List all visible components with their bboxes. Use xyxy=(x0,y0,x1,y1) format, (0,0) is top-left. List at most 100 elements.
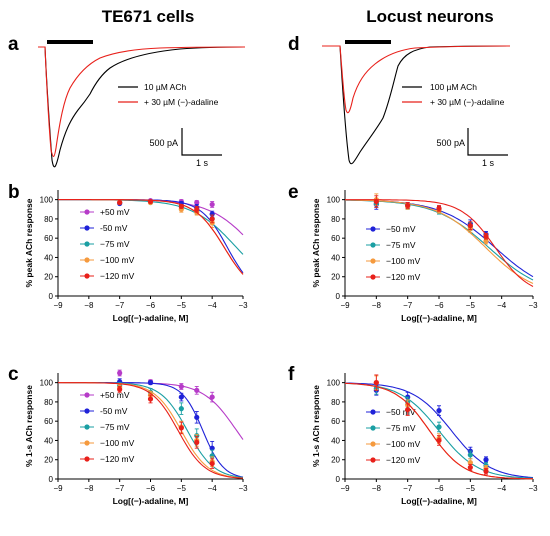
y-tick-label-c: 40 xyxy=(44,436,53,445)
x-tick-label-f: −8 xyxy=(372,484,382,493)
scale-label-y-a: 500 pA xyxy=(149,138,178,148)
x-tick-label-b: −4 xyxy=(208,301,218,310)
x-axis-label-c: Log[(−)-adaline, M] xyxy=(113,496,189,506)
data-point-f xyxy=(483,468,489,474)
y-tick-label-f: 0 xyxy=(336,475,341,484)
trace-red-d xyxy=(322,45,511,114)
y-tick-label-c: 80 xyxy=(44,398,53,407)
legend-marker-c xyxy=(84,408,90,414)
legend-marker-c xyxy=(84,424,90,430)
legend-label-e: −100 mV xyxy=(386,256,421,266)
x-tick-label-f: −7 xyxy=(403,484,413,493)
data-point-f xyxy=(467,452,473,458)
fit-curve-c-4 xyxy=(57,382,244,479)
data-point-c xyxy=(178,425,184,431)
legend-label-e: −75 mV xyxy=(386,240,416,250)
legend-label-c: -50 mV xyxy=(100,406,128,416)
y-tick-label-c: 60 xyxy=(44,417,53,426)
data-point-b xyxy=(194,206,200,212)
data-point-f xyxy=(467,464,473,471)
legend-label-b: −75 mV xyxy=(100,239,130,249)
y-tick-label-c: 20 xyxy=(44,456,53,465)
trace-black-a xyxy=(38,46,246,168)
scale-label-x-d: 1 s xyxy=(482,158,495,168)
legend-marker-f xyxy=(370,409,376,415)
legend-label-b: −120 mV xyxy=(100,271,135,281)
x-tick-label-b: −3 xyxy=(238,301,248,310)
legend-marker-b xyxy=(84,209,90,215)
data-point-e xyxy=(483,233,489,239)
y-axis-label-b: % peak ACh response xyxy=(24,198,34,287)
legend-marker-e xyxy=(370,242,376,248)
x-tick-label-f: −4 xyxy=(497,484,507,493)
data-point-b xyxy=(209,216,215,222)
data-point-c xyxy=(178,383,184,390)
data-point-c xyxy=(194,387,200,393)
panel-letter-b: b xyxy=(8,182,20,203)
legend-label-c: −100 mV xyxy=(100,438,135,448)
data-point-b xyxy=(209,201,215,208)
y-tick-label-b: 80 xyxy=(44,215,53,224)
data-point-e xyxy=(467,223,473,229)
y-tick-label-b: 20 xyxy=(44,273,53,282)
legend-marker-b xyxy=(84,225,90,231)
data-point-f xyxy=(483,457,489,463)
data-point-c xyxy=(178,406,184,412)
chart-panel-f: 0 20 40 60 80 100 −9 −8 −7 −6 −5 −4 −3 Log[(−)-adalin… xyxy=(311,373,538,506)
data-point-b xyxy=(117,199,123,206)
panel-letter-a: a xyxy=(8,34,19,55)
application-bar-a xyxy=(47,40,93,44)
y-axis-label-f: % 1-s ACh response xyxy=(311,385,321,467)
y-tick-label-e: 100 xyxy=(327,196,341,205)
data-point-f xyxy=(436,407,442,414)
y-tick-label-b: 0 xyxy=(49,292,54,301)
y-tick-label-f: 100 xyxy=(327,379,341,388)
scale-label-x-a: 1 s xyxy=(196,158,209,168)
legend-marker-b xyxy=(84,241,90,247)
trace-red-a xyxy=(38,46,246,158)
y-tick-label-f: 60 xyxy=(331,417,340,426)
x-tick-label-b: −9 xyxy=(53,301,63,310)
legend-label-c: +50 mV xyxy=(100,390,130,400)
data-point-e xyxy=(373,198,379,205)
legend-marker-b xyxy=(84,273,90,279)
y-tick-label-c: 100 xyxy=(40,379,54,388)
data-point-e xyxy=(405,202,411,209)
x-tick-label-b: −8 xyxy=(84,301,94,310)
y-tick-label-e: 0 xyxy=(336,292,341,301)
data-point-c xyxy=(147,396,154,402)
data-point-c xyxy=(209,460,215,467)
y-tick-label-f: 80 xyxy=(331,398,340,407)
data-point-c xyxy=(209,394,215,400)
x-tick-label-e: −5 xyxy=(466,301,476,310)
application-bar-d xyxy=(345,40,391,44)
x-tick-label-e: −3 xyxy=(528,301,538,310)
y-tick-label-b: 100 xyxy=(40,196,54,205)
legend-label-f: −100 mV xyxy=(386,439,421,449)
legend-marker-c xyxy=(84,456,90,462)
y-tick-label-b: 40 xyxy=(44,253,53,262)
column-title-te671: TE671 cells xyxy=(102,7,195,26)
legend-label-b: +50 mV xyxy=(100,207,130,217)
x-tick-label-c: −5 xyxy=(177,484,187,493)
legend-marker-e xyxy=(370,226,376,232)
scale-bar-a xyxy=(181,128,222,156)
data-point-c xyxy=(194,414,200,420)
legend-label-e: −120 mV xyxy=(386,272,421,282)
trace-panel-d: 100 µM ACh + 30 µM (−)-adaline 500 pA 1 … xyxy=(322,40,511,168)
legend-text-red-d: + 30 µM (−)-adaline xyxy=(430,97,505,107)
data-point-b xyxy=(194,199,200,206)
column-title-locust: Locust neurons xyxy=(366,7,494,26)
x-tick-label-e: −9 xyxy=(340,301,350,310)
x-tick-label-e: −7 xyxy=(403,301,413,310)
legend-label-e: −50 mV xyxy=(386,224,416,234)
x-tick-label-c: −6 xyxy=(146,484,156,493)
x-tick-label-c: −3 xyxy=(238,484,248,493)
y-tick-label-f: 20 xyxy=(331,456,340,465)
data-point-f xyxy=(373,380,379,386)
data-point-c xyxy=(147,380,154,386)
y-tick-label-b: 60 xyxy=(44,234,53,243)
x-tick-label-e: −4 xyxy=(497,301,507,310)
x-axis-label-b: Log[(−)-adaline, M] xyxy=(113,313,189,323)
